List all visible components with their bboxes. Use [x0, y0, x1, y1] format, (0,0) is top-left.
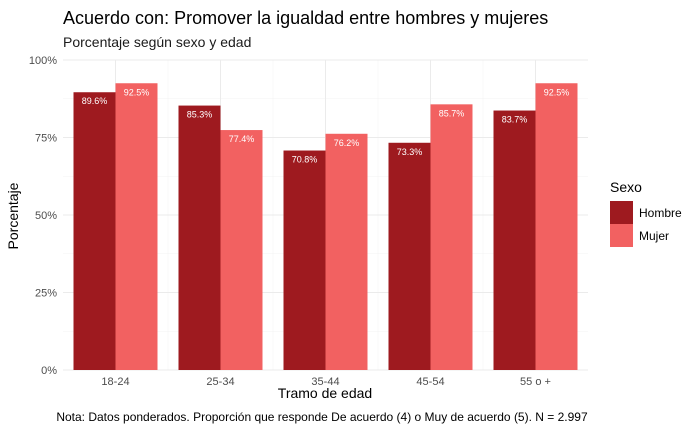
bar-value-label: 89.6% — [82, 96, 108, 106]
y-tick-label: 100% — [29, 55, 57, 67]
chart-subtitle: Porcentaje según sexo y edad — [63, 34, 251, 50]
x-tick-label: 25-34 — [206, 376, 234, 388]
legend-swatch-mujer — [610, 224, 633, 247]
legend-label-mujer: Mujer — [639, 229, 669, 243]
bar-value-label: 83.7% — [502, 115, 528, 125]
x-axis-title: Tramo de edad — [278, 385, 372, 401]
bar-hombre-4 — [388, 142, 431, 370]
bar-mujer-3 — [325, 133, 368, 370]
y-tick-label: 50% — [35, 210, 57, 222]
chart-title: Acuerdo con: Promover la igualdad entre … — [63, 8, 548, 28]
x-tick-label: 18-24 — [101, 376, 129, 388]
y-tick-label: 0% — [41, 365, 57, 377]
legend-title: Sexo — [610, 179, 642, 195]
legend-label-hombre: Hombre — [639, 206, 682, 220]
bar-hombre-1 — [73, 92, 116, 371]
bars — [73, 83, 578, 371]
x-tick-label: 45-54 — [416, 376, 444, 388]
x-tick-label: 55 o + — [520, 376, 551, 388]
bar-hombre-5 — [493, 110, 536, 370]
bar-labels: 89.6% 92.5% 85.3% 77.4% 70.8% 76.2% 73.3% 85.7%… — [82, 87, 570, 164]
bar-mujer-5 — [535, 83, 578, 370]
bar-value-label: 76.2% — [334, 138, 360, 148]
y-tick-label: 25% — [35, 288, 57, 300]
bar-value-label: 92.5% — [544, 87, 570, 97]
bar-value-label: 77.4% — [229, 134, 255, 144]
bar-mujer-1 — [115, 83, 158, 370]
bar-value-label: 85.3% — [187, 110, 213, 120]
bar-value-label: 73.3% — [397, 147, 423, 157]
bar-value-label: 85.7% — [439, 108, 465, 118]
x-axis-ticks: 18-24 25-34 35-44 45-54 55 o + — [101, 376, 551, 388]
chart-caption: Nota: Datos ponderados. Proporción que r… — [56, 410, 588, 424]
y-tick-label: 75% — [35, 133, 57, 145]
bar-value-label: 70.8% — [292, 155, 318, 165]
legend-swatch-hombre — [610, 201, 633, 224]
bar-value-label: 92.5% — [124, 87, 150, 97]
bar-hombre-3 — [283, 150, 326, 370]
bar-mujer-4 — [430, 104, 473, 370]
x-tick-label: 35-44 — [311, 376, 339, 388]
y-axis-title: Porcentaje — [5, 182, 21, 249]
bar-hombre-2 — [178, 105, 221, 370]
y-axis-ticks: 0% 25% 50% 75% 100% — [29, 55, 57, 377]
legend: Sexo Hombre Mujer — [610, 179, 682, 247]
bar-mujer-2 — [220, 130, 263, 370]
